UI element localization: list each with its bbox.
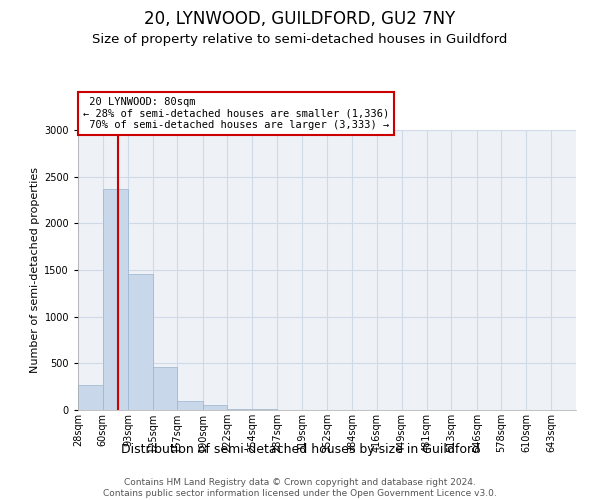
Bar xyxy=(128,274,152,410)
Text: Size of property relative to semi-detached houses in Guildford: Size of property relative to semi-detach… xyxy=(92,32,508,46)
Bar xyxy=(103,189,128,410)
Y-axis label: Number of semi-detached properties: Number of semi-detached properties xyxy=(30,167,40,373)
Text: 20, LYNWOOD, GUILDFORD, GU2 7NY: 20, LYNWOOD, GUILDFORD, GU2 7NY xyxy=(145,10,455,28)
Text: 20 LYNWOOD: 80sqm
← 28% of semi-detached houses are smaller (1,336)
 70% of semi: 20 LYNWOOD: 80sqm ← 28% of semi-detached… xyxy=(83,97,389,130)
Bar xyxy=(177,400,203,410)
Bar xyxy=(78,385,103,410)
Text: Distribution of semi-detached houses by size in Guildford: Distribution of semi-detached houses by … xyxy=(121,442,479,456)
Bar xyxy=(152,367,177,410)
Bar xyxy=(227,408,252,410)
Bar xyxy=(203,406,227,410)
Text: Contains HM Land Registry data © Crown copyright and database right 2024.
Contai: Contains HM Land Registry data © Crown c… xyxy=(103,478,497,498)
